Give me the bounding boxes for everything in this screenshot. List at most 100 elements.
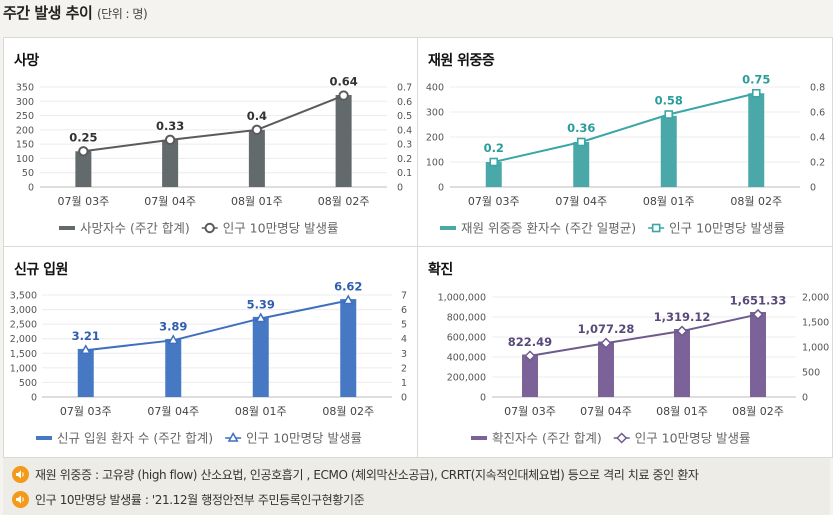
- y-left-tick-label: 300: [16, 97, 34, 108]
- panel-title-confirmed: 확진: [428, 262, 453, 278]
- rate-data-label: 822.49: [508, 335, 552, 349]
- legend-bar-label: 확진자수 (주간 합계): [492, 431, 602, 446]
- legend-bar-swatch: [36, 436, 52, 440]
- rate-line: [529, 313, 759, 357]
- legend-line-marker: [227, 431, 239, 442]
- bar: [750, 312, 766, 397]
- bar: [162, 139, 179, 187]
- x-category-label: 07월 03주: [60, 405, 112, 418]
- y-left-tick-label: 1,000,000: [438, 293, 486, 304]
- y-right-tick-label: 6: [401, 305, 407, 316]
- rate-point: [167, 334, 179, 345]
- speaker-icon: [12, 466, 29, 483]
- y-right-tick-label: 4: [401, 334, 407, 345]
- y-right-tick-label: 0.4: [810, 133, 825, 144]
- footnote-text: 인구 10만명당 발생률 : '21.12월 행정안전부 주민등록인구현황기준: [35, 493, 365, 507]
- y-left-tick-label: 800,000: [447, 313, 486, 324]
- rate-point: [338, 90, 349, 101]
- confirmed-chart: 0 200,000 400,000 600,000 800,000 1,000,000 0 5…: [438, 293, 830, 446]
- legend-line-marker: [616, 432, 628, 444]
- chart-panel-admissions: 신규 입원 0 500 1,000 1,500 2,000 2,500 3,000 3,500…: [3, 246, 418, 458]
- x-category-label: 08월 02주: [730, 195, 782, 208]
- rate-point: [255, 312, 267, 323]
- y-right-tick-label: 0.2: [397, 154, 412, 165]
- footnote-text: 재원 위중증 : 고유량 (high flow) 산소요법, 인공호흡기 , E…: [35, 468, 699, 482]
- legend-line-marker: [651, 223, 661, 233]
- deaths-chart: 0 50 100 150 200 250 300 350 0 0.1 0.2 0.3 0.4 0.5 0.6…: [16, 75, 412, 236]
- y-right-tick-label: 5: [401, 320, 407, 331]
- legend-bar-label: 재원 위중증 환자수 (주간 일평균): [461, 221, 636, 236]
- y-right-tick-label: 1,000: [802, 343, 829, 354]
- bar: [75, 151, 92, 187]
- y-left-tick-label: 200,000: [447, 373, 486, 384]
- y-right-tick-label: 0: [401, 393, 407, 404]
- rate-point: [489, 157, 499, 167]
- rate-line: [493, 92, 757, 163]
- rate-point: [664, 110, 674, 119]
- x-category-label: 08월 01주: [231, 195, 283, 208]
- legend-line-label: 인구 10만명당 발생률: [246, 431, 362, 446]
- rate-line: [85, 299, 349, 352]
- chart-panel-confirmed: 확진 0 200,000 400,000 600,000 800,000 1,000,00…: [417, 246, 833, 458]
- rate-data-label: 5.39: [247, 297, 275, 311]
- rate-data-label: 0.75: [742, 72, 770, 86]
- rate-data-label: 3.89: [159, 319, 187, 333]
- y-left-tick-label: 250: [16, 111, 34, 122]
- critical-chart: 0 100 200 300 400 0 0.2 0.4 0.6 0.8 0.2 0.36 0.58 0.7…: [426, 72, 825, 236]
- rate-data-label: 0.36: [567, 121, 595, 135]
- x-category-label: 08월 02주: [322, 405, 374, 418]
- y-right-tick-label: 0.1: [397, 168, 412, 179]
- y-right-tick-label: 0.2: [810, 158, 825, 169]
- rate-point: [80, 344, 92, 354]
- page-title-text: 주간 발생 추이: [3, 4, 93, 22]
- x-category-label: 07월 04주: [144, 195, 196, 208]
- y-left-tick-label: 100: [426, 158, 444, 169]
- panel-title-deaths: 사망: [14, 53, 39, 69]
- footnote-rate-basis: 인구 10만명당 발생률 : '21.12월 행정안전부 주민등록인구현황기준: [12, 491, 365, 508]
- y-left-tick-label: 200: [426, 133, 444, 144]
- rate-point: [752, 308, 764, 320]
- y-left-tick-label: 0: [480, 393, 486, 404]
- y-left-tick-label: 150: [16, 140, 34, 151]
- y-left-tick-label: 0: [438, 183, 444, 194]
- page-unit: (단위 : 명): [96, 7, 148, 21]
- rate-line: [83, 94, 344, 153]
- legend-bar-swatch: [440, 226, 456, 230]
- rate-point: [164, 134, 176, 146]
- y-left-tick-label: 500: [19, 378, 37, 389]
- rate-data-label: 1,319.12: [654, 310, 711, 324]
- bar: [674, 329, 690, 397]
- x-category-label: 08월 02주: [318, 195, 370, 208]
- y-right-tick-label: 0.8: [810, 83, 825, 94]
- y-right-tick-label: 2,000: [802, 293, 829, 304]
- bar: [573, 142, 590, 187]
- bar: [485, 162, 502, 187]
- rate-point: [251, 124, 263, 136]
- legend-line-label: 인구 10만명당 발생률: [669, 221, 785, 236]
- y-left-tick-label: 200: [16, 125, 34, 136]
- x-category-label: 07월 04주: [555, 195, 607, 208]
- page-title: 주간 발생 추이 (단위 : 명): [3, 2, 148, 23]
- rate-data-label: 0.33: [156, 119, 184, 133]
- y-left-tick-label: 400,000: [447, 353, 486, 364]
- speaker-icon: [12, 491, 29, 508]
- bar: [522, 354, 538, 397]
- y-right-tick-label: 500: [802, 368, 820, 379]
- y-right-tick-label: 2: [401, 363, 407, 374]
- x-category-label: 08월 02주: [732, 405, 784, 418]
- chart-panel-critical: 재원 위중증 0 100 200 300 400 0 0.2 0.4 0.6 0.8 0.2 0.36…: [417, 37, 833, 247]
- y-left-tick-label: 100: [16, 154, 34, 165]
- y-left-tick-label: 2,500: [10, 320, 37, 331]
- x-category-label: 08월 01주: [656, 405, 708, 418]
- rate-point: [524, 350, 536, 362]
- x-category-label: 07월 03주: [468, 195, 520, 208]
- y-right-tick-label: 0: [802, 393, 808, 404]
- legend-bar-label: 신규 입원 환자 수 (주간 합계): [57, 431, 213, 446]
- panel-title-admissions: 신규 입원: [14, 262, 68, 278]
- x-category-label: 08월 01주: [643, 195, 695, 208]
- rate-point: [78, 146, 89, 157]
- panel-title-critical: 재원 위중증: [428, 53, 495, 69]
- y-right-tick-label: 0.7: [397, 83, 412, 94]
- y-right-tick-label: 0.5: [397, 111, 412, 122]
- legend-bar-label: 사망자수 (주간 합계): [80, 221, 190, 236]
